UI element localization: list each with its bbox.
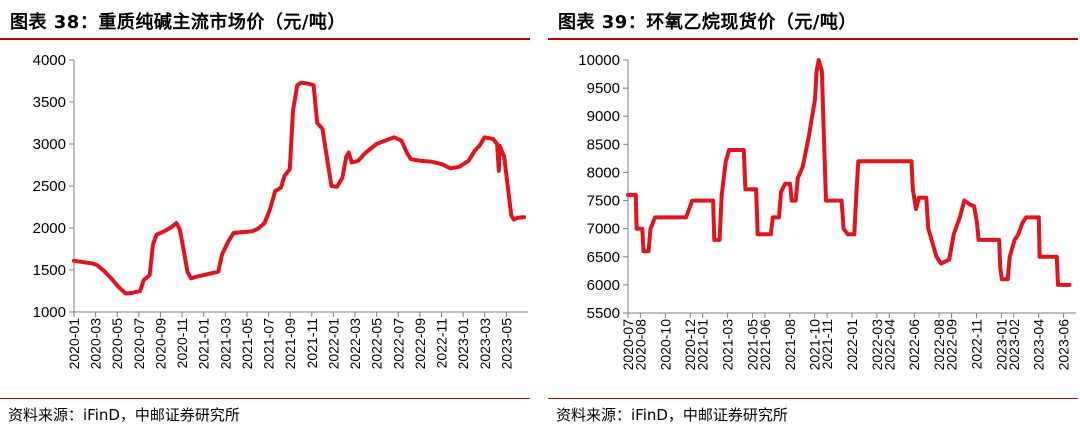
x-tick-label: 2020-05	[109, 318, 125, 370]
y-tick-label: 3500	[33, 94, 66, 111]
y-tick-label: 1000	[33, 304, 66, 321]
x-tick-label: 2020-01	[66, 318, 82, 370]
x-tick-label: 2021-09	[282, 318, 298, 370]
ethylene-oxide-price-chart: 5500 6000 6500 7000 7500 8000 8500 9000 9500 1000…	[578, 52, 1076, 371]
source-divider	[548, 398, 1078, 399]
y-tick-label: 9500	[587, 80, 620, 97]
x-tick-label: 2023-01	[993, 319, 1009, 371]
price-series-line	[626, 58, 1072, 287]
y-tick-label: 6000	[587, 277, 620, 294]
y-tick-label: 4000	[33, 52, 66, 69]
title-divider	[548, 38, 1078, 40]
y-tick-label: 1500	[33, 262, 66, 279]
x-tick-label: 2023-03	[477, 318, 493, 370]
y-tick-label: 2500	[33, 178, 66, 195]
x-tick-label: 2022-04	[881, 319, 897, 371]
x-tick-label: 2022-09	[944, 319, 960, 371]
y-tick-label: 5500	[587, 305, 620, 322]
x-tick-label: 2023-06	[1056, 319, 1072, 371]
x-tick-label: 2022-06	[906, 319, 922, 371]
x-tick-label: 2022-08	[931, 319, 947, 371]
y-tick-label: 7500	[587, 193, 620, 210]
x-tick-label: 2023-01	[455, 318, 471, 370]
x-tick-label: 2021-06	[757, 319, 773, 371]
x-tick-label: 2021-03	[217, 318, 233, 370]
x-tick-label: 2020-12	[682, 319, 698, 371]
chart-panel-right: 图表 39：环氧乙烷现货价（元/吨） 5500 6000 6500 7000 7500 8…	[548, 0, 1078, 432]
source-note: 资料来源：iFinD，中邮证券研究所	[556, 406, 788, 424]
y-tick-label: 10000	[578, 52, 620, 69]
x-tick-label: 2022-03	[347, 318, 363, 370]
x-tick-label: 2022-07	[390, 318, 406, 370]
x-tick-label: 2022-11	[968, 319, 984, 370]
y-tick-label: 7000	[587, 221, 620, 238]
price-series-line	[72, 80, 527, 296]
x-tick-label: 2021-05	[239, 318, 255, 370]
soda-ash-price-chart: 1000 1500 2000 2500 3000 3500 4000 2020-01 2020-…	[33, 52, 528, 370]
x-tick-label: 2021-10	[807, 319, 823, 371]
y-tick-label: 9000	[587, 108, 620, 125]
x-tick-label: 2021-11	[819, 319, 835, 370]
source-note: 资料来源：iFinD，中邮证券研究所	[8, 406, 240, 424]
x-tick-label: 2020-08	[632, 319, 648, 371]
x-tick-label: 2022-11	[434, 318, 450, 369]
x-tick-label: 2021-03	[720, 319, 736, 371]
x-tick-label: 2022-01	[844, 319, 860, 371]
x-tick-label: 2021-05	[744, 319, 760, 371]
y-tick-label: 8000	[587, 164, 620, 181]
title-divider	[0, 38, 530, 40]
y-tick-label: 2000	[33, 220, 66, 237]
x-tick-label: 2021-01	[695, 319, 711, 371]
x-tick-label: 2021-11	[304, 318, 320, 369]
chart-panel-left: 图表 38：重质纯碱主流市场价（元/吨） 1000 1500 2000 2500 300…	[0, 0, 530, 432]
y-tick-label: 8500	[587, 136, 620, 153]
source-divider	[0, 398, 530, 399]
x-tick-label: 2020-10	[657, 319, 673, 371]
x-tick-label: 2020-07	[620, 319, 636, 371]
x-tick-label: 2021-01	[196, 318, 212, 370]
x-tick-label: 2022-09	[412, 318, 428, 370]
x-tick-label: 2021-08	[782, 319, 798, 371]
figure-title: 图表 39：环氧乙烷现货价（元/吨）	[558, 12, 857, 33]
x-tick-label: 2020-03	[88, 318, 104, 370]
x-tick-label: 2023-02	[1006, 319, 1022, 371]
x-tick-label: 2022-03	[869, 319, 885, 371]
x-tick-label: 2021-07	[261, 318, 277, 370]
x-tick-label: 2020-09	[152, 318, 168, 370]
figure-title: 图表 38：重质纯碱主流市场价（元/吨）	[10, 12, 346, 33]
y-tick-label: 6500	[587, 249, 620, 266]
x-tick-label: 2020-07	[131, 318, 147, 370]
y-tick-label: 3000	[33, 136, 66, 153]
x-tick-label: 2020-11	[174, 318, 190, 369]
x-tick-label: 2022-05	[369, 318, 385, 370]
x-tick-label: 2023-05	[498, 318, 514, 370]
x-tick-label: 2022-01	[325, 318, 341, 370]
x-tick-label: 2023-04	[1031, 319, 1047, 371]
